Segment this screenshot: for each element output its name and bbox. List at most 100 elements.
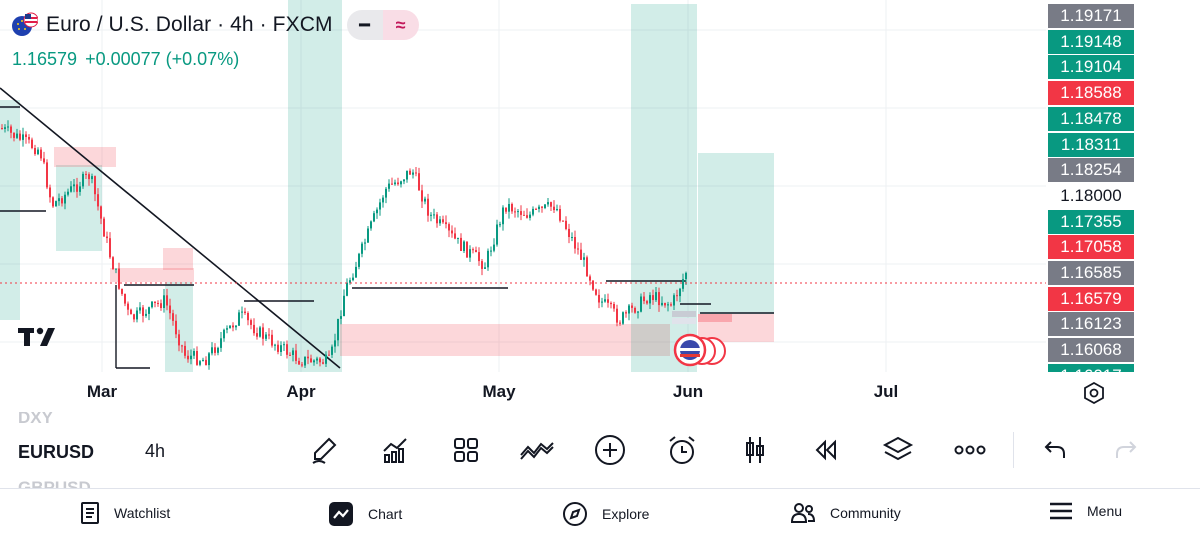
candle-body: [484, 267, 486, 269]
bottom-navigation: Watchlist Chart Explore Community Menu: [0, 488, 1200, 540]
candle-body: [676, 295, 678, 297]
candle-body: [37, 149, 39, 155]
candle-body: [517, 211, 519, 213]
nav-label: Chart: [368, 506, 403, 522]
candle-body: [121, 288, 123, 294]
candle-body: [361, 243, 363, 254]
replay-icon[interactable]: [806, 430, 846, 470]
price-chart[interactable]: [0, 0, 1200, 372]
candle-body: [73, 184, 75, 187]
candle-body: [595, 289, 597, 295]
chart-icon: [329, 502, 353, 526]
candle-body: [430, 214, 432, 216]
price-tag: 1.16068: [1048, 338, 1134, 363]
candle-body: [649, 295, 651, 304]
previous-symbol[interactable]: DXY: [18, 412, 53, 427]
candle-body: [610, 302, 612, 305]
candle-body: [352, 277, 354, 281]
candle-body: [136, 310, 138, 320]
price-tag: 1.16585: [1048, 261, 1134, 285]
chart-area[interactable]: Euro / U.S. Dollar · 4h · FXCM ━ ≈ 1.165…: [0, 0, 1200, 372]
nav-community[interactable]: Community: [790, 501, 901, 525]
candle-body: [643, 296, 645, 302]
candle-body: [619, 322, 621, 324]
candle-body: [154, 301, 156, 303]
symbol-title[interactable]: Euro / U.S. Dollar · 4h · FXCM: [46, 13, 333, 36]
candle-body: [442, 219, 444, 223]
candle-body: [547, 202, 549, 205]
candle-body: [487, 250, 489, 268]
candle-body: [268, 334, 270, 336]
nav-chart[interactable]: Chart: [328, 501, 402, 527]
candle-body: [502, 207, 504, 225]
more-icon[interactable]: [950, 430, 990, 470]
price-scale[interactable]: 1.19171 1.19148 1.19104 1.18588 1.18478 1.183…: [1048, 0, 1134, 372]
candle-body: [247, 313, 249, 321]
candle-body: [553, 206, 555, 211]
symbol-switcher[interactable]: DXY EURUSD GBPUSD: [18, 412, 138, 488]
candle-body: [244, 311, 246, 313]
candle-body: [127, 303, 129, 310]
candle-body: [82, 173, 84, 187]
candle-body: [226, 328, 228, 330]
candle-body: [211, 347, 213, 354]
candle-body: [304, 356, 306, 366]
toolbar-divider: [1013, 432, 1014, 468]
candle-body: [139, 307, 141, 311]
price-tag: 1.18311: [1048, 132, 1134, 157]
candle-body: [235, 325, 237, 328]
price-tag: 1.18588: [1048, 81, 1134, 106]
current-symbol[interactable]: EURUSD: [18, 442, 95, 462]
candle-body: [331, 346, 333, 355]
candle-body: [337, 318, 339, 341]
redo-icon[interactable]: [1106, 430, 1146, 470]
candle-body: [394, 182, 396, 185]
candle-body: [421, 190, 423, 202]
candle-body: [409, 170, 411, 175]
compare-icon[interactable]: [517, 430, 557, 470]
chart-settings-icon[interactable]: [1083, 381, 1105, 409]
candle-body: [178, 334, 180, 346]
level-lines: [0, 106, 774, 369]
candle-body: [151, 301, 153, 308]
time-axis[interactable]: Mar Apr May Jun Jul: [0, 372, 1200, 412]
alarm-icon[interactable]: [662, 430, 702, 470]
price-tag: 1.19148: [1048, 29, 1134, 54]
candle-body: [49, 187, 51, 198]
watchlist-icon: [81, 502, 99, 524]
price-tag: 1.16579: [1048, 286, 1134, 311]
pencil-icon[interactable]: [304, 430, 344, 470]
candles-icon[interactable]: [735, 430, 775, 470]
interval-selector[interactable]: 4h: [145, 441, 166, 461]
zone-red: [340, 324, 670, 356]
minimize-legend-button[interactable]: ━: [346, 10, 383, 40]
candle-body: [313, 360, 315, 363]
candle-body: [124, 293, 126, 304]
candle-body: [466, 241, 468, 258]
candle-body: [364, 242, 366, 244]
candle-body: [58, 198, 60, 202]
candle-body: [673, 295, 675, 306]
next-symbol[interactable]: GBPUSD: [18, 478, 91, 488]
candle-body: [685, 272, 687, 280]
candle-body: [130, 309, 132, 315]
nav-explore[interactable]: Explore: [562, 501, 649, 527]
position-marker: [672, 311, 696, 324]
nav-watchlist[interactable]: Watchlist: [80, 501, 170, 525]
candle-body: [439, 219, 441, 224]
candle-body: [298, 360, 300, 365]
candle-body: [70, 186, 72, 192]
indicators-icon[interactable]: [375, 430, 415, 470]
candle-body: [46, 162, 48, 188]
layouts-icon[interactable]: [446, 430, 486, 470]
candle-body: [34, 148, 36, 154]
layers-icon[interactable]: [878, 430, 918, 470]
candle-body: [376, 209, 378, 214]
add-icon[interactable]: [590, 430, 630, 470]
candle-body: [463, 241, 465, 251]
drawing-toolbar: DXY EURUSD GBPUSD 4h: [0, 412, 1200, 488]
compare-icon[interactable]: ≈: [382, 10, 419, 40]
candle-body: [301, 364, 303, 366]
undo-icon[interactable]: [1035, 430, 1075, 470]
nav-menu[interactable]: Menu: [1049, 501, 1122, 521]
